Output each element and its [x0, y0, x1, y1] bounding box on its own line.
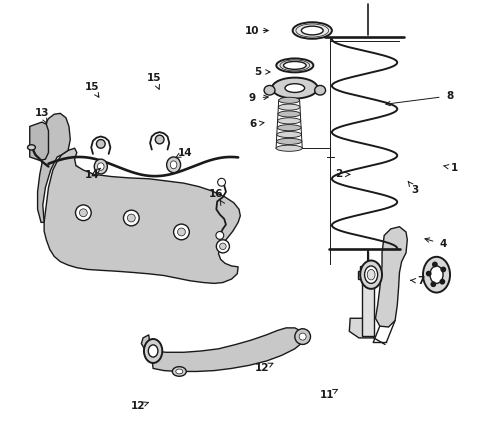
Ellipse shape	[155, 135, 164, 144]
Ellipse shape	[276, 132, 301, 138]
Ellipse shape	[175, 369, 182, 374]
Circle shape	[294, 329, 310, 344]
Text: 6: 6	[248, 119, 256, 129]
Ellipse shape	[172, 367, 186, 376]
Ellipse shape	[292, 22, 331, 39]
Text: 15: 15	[85, 82, 99, 92]
Ellipse shape	[314, 85, 325, 95]
Ellipse shape	[144, 339, 162, 363]
Ellipse shape	[170, 161, 177, 169]
Text: 9: 9	[248, 93, 256, 103]
Ellipse shape	[277, 125, 301, 131]
Ellipse shape	[276, 58, 313, 72]
Polygon shape	[348, 318, 373, 338]
Text: 1: 1	[450, 163, 456, 173]
Circle shape	[217, 178, 225, 186]
Text: 7: 7	[417, 276, 424, 286]
Circle shape	[430, 282, 435, 286]
Ellipse shape	[277, 111, 300, 117]
Text: 12: 12	[130, 402, 145, 411]
Text: 10: 10	[245, 26, 259, 35]
Text: 15: 15	[147, 74, 161, 83]
Text: 8: 8	[445, 91, 452, 101]
Circle shape	[123, 210, 139, 226]
Ellipse shape	[283, 61, 305, 69]
Ellipse shape	[364, 266, 377, 283]
FancyBboxPatch shape	[359, 266, 375, 271]
Ellipse shape	[97, 163, 104, 170]
Ellipse shape	[422, 257, 449, 293]
Circle shape	[127, 214, 135, 222]
FancyBboxPatch shape	[361, 270, 373, 336]
Text: 13: 13	[35, 109, 49, 118]
Circle shape	[173, 224, 189, 240]
Text: 14: 14	[85, 170, 99, 180]
Text: 2: 2	[334, 170, 341, 179]
Circle shape	[177, 228, 185, 236]
FancyBboxPatch shape	[357, 271, 377, 279]
Circle shape	[76, 205, 91, 221]
Polygon shape	[375, 227, 407, 327]
Polygon shape	[30, 122, 48, 160]
Ellipse shape	[263, 85, 274, 95]
Ellipse shape	[277, 118, 300, 124]
Circle shape	[439, 279, 444, 284]
Ellipse shape	[96, 140, 105, 148]
Text: 5: 5	[254, 67, 261, 77]
Circle shape	[219, 243, 226, 249]
Circle shape	[215, 232, 223, 239]
Ellipse shape	[366, 269, 374, 280]
Circle shape	[440, 267, 445, 272]
Circle shape	[425, 271, 430, 276]
Ellipse shape	[360, 261, 381, 289]
Ellipse shape	[276, 138, 301, 144]
Ellipse shape	[28, 145, 35, 150]
Ellipse shape	[301, 26, 322, 35]
Ellipse shape	[285, 84, 304, 92]
Ellipse shape	[272, 78, 317, 99]
Text: 4: 4	[439, 239, 446, 249]
Ellipse shape	[278, 104, 300, 110]
Text: 12: 12	[255, 364, 269, 373]
Circle shape	[216, 240, 229, 253]
Ellipse shape	[148, 345, 158, 357]
Text: 11: 11	[319, 390, 334, 399]
Ellipse shape	[278, 97, 299, 103]
Ellipse shape	[94, 159, 107, 174]
Circle shape	[79, 209, 87, 217]
Circle shape	[432, 262, 436, 267]
Text: 3: 3	[410, 185, 418, 194]
Polygon shape	[44, 148, 240, 283]
Polygon shape	[37, 113, 70, 222]
Text: 16: 16	[209, 189, 223, 199]
Ellipse shape	[429, 266, 442, 283]
Circle shape	[299, 333, 305, 340]
Ellipse shape	[166, 157, 180, 173]
Text: 14: 14	[177, 148, 192, 157]
Polygon shape	[141, 328, 304, 371]
Ellipse shape	[275, 145, 302, 151]
